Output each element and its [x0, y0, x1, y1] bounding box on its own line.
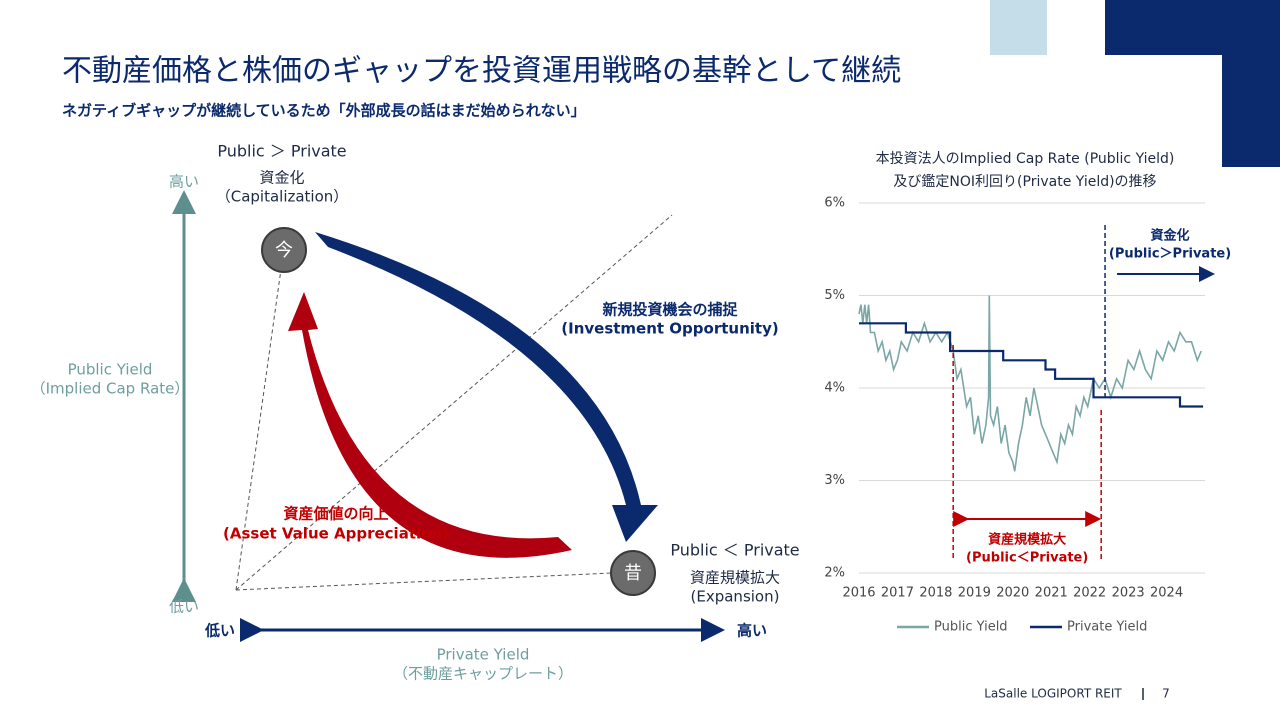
diagonal [235, 214, 673, 591]
guide-line [235, 572, 613, 591]
slide-title: 不動産価格と株価のギャップを投資運用戦略の基幹として継続 [62, 54, 901, 89]
x-tick-label: 2023 [1112, 586, 1145, 601]
annotation-text: 資金化 [1151, 228, 1190, 244]
x-tick-label: 2019 [958, 586, 991, 601]
y-tick-label: 5% [824, 288, 845, 303]
deco-block [1222, 55, 1280, 167]
y-tick-label: 6% [824, 196, 845, 211]
now-badge [261, 227, 307, 273]
legend-label: Public Yield [934, 620, 1008, 635]
x-tick-label: 2021 [1035, 586, 1068, 601]
x-tick-label: 2018 [919, 586, 952, 601]
series-line [859, 322, 1204, 408]
x-tick-label: 2020 [996, 586, 1029, 601]
x-tick-label: 2017 [881, 586, 914, 601]
x-tick-label: 2022 [1073, 586, 1106, 601]
arrow-label-en: (Investment Opportunity) [561, 320, 778, 338]
axis-title: Private Yield [437, 646, 530, 664]
chart-title: 本投資法人のImplied Cap Rate (Public Yield) [876, 151, 1175, 167]
axis-end-label: 低い [169, 598, 199, 616]
arrow-label-en: (Asset Value Appreciation) [223, 525, 449, 543]
blue-arrow [315, 232, 658, 542]
page-number: 7 [1162, 687, 1170, 701]
badge-label: 今 [275, 240, 293, 261]
arrow-label: 資産価値の向上 [283, 505, 388, 523]
state-label-en: （Capitalization） [216, 188, 349, 206]
concept-diagram: 今 昔 高い 低い Public Yield （Implied Cap Rate… [31, 142, 800, 683]
y-tick-label: 4% [824, 381, 845, 396]
axis-subtitle: （不動産キャップレート） [393, 665, 573, 683]
relation-label: Public ＞ Private [217, 142, 346, 161]
footer-company: LaSalle LOGIPORT REIT [984, 687, 1122, 701]
relation-label: Public ＜ Private [670, 541, 799, 560]
axis-end-label: 高い [737, 622, 767, 640]
legend-label: Private Yield [1067, 620, 1147, 635]
annotation-text: 資産規模拡大 [988, 532, 1066, 548]
chart-title: 及び鑑定NOI利回り(Private Yield)の推移 [893, 173, 1156, 190]
x-tick-label: 2016 [842, 586, 875, 601]
x-tick-label: 2024 [1150, 586, 1183, 601]
annotation-text: (Public＜Private) [966, 551, 1088, 566]
badge-label: 昔 [624, 563, 642, 584]
y-tick-label: 2% [824, 566, 845, 581]
axis-subtitle: （Implied Cap Rate） [31, 380, 190, 398]
y-tick-label: 3% [824, 473, 845, 488]
state-label-en: (Expansion) [691, 588, 780, 606]
past-badge [610, 550, 656, 596]
deco-block [1105, 0, 1280, 55]
axis-end-label: 低い [204, 622, 235, 640]
annotation-text: (Public＞Private) [1109, 247, 1231, 262]
deco-block [990, 0, 1047, 55]
state-label: 資金化 [259, 169, 304, 187]
yield-chart: 本投資法人のImplied Cap Rate (Public Yield) 及び… [824, 151, 1231, 635]
slide-subtitle: ネガティブギャップが継続しているため「外部成長の話はまだ始められない」 [62, 102, 586, 120]
arrow-label: 新規投資機会の捕捉 [602, 301, 738, 319]
axis-end-label: 高い [169, 173, 199, 191]
state-label: 資産規模拡大 [690, 569, 780, 587]
series-line [858, 295, 1202, 472]
axis-title: Public Yield [68, 361, 153, 379]
guide-line [235, 254, 284, 591]
